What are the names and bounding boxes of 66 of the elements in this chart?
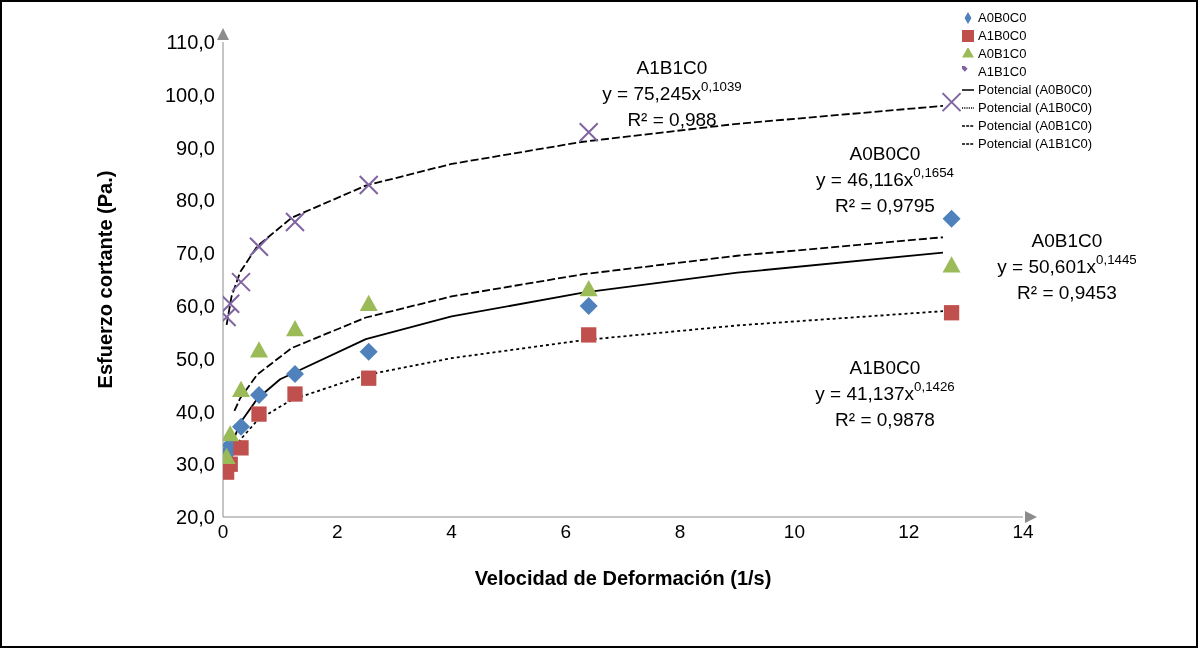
- point: [581, 327, 597, 343]
- point: [249, 236, 269, 257]
- point: [942, 256, 961, 273]
- y-tick-label: 20,0: [176, 506, 215, 529]
- legend-label: A1B0C0: [978, 28, 1027, 43]
- legend-label: A1B1C0: [978, 64, 1027, 79]
- x-tick-label: 0: [217, 521, 229, 543]
- point: [232, 417, 250, 436]
- point: [286, 320, 304, 337]
- point: [359, 342, 378, 361]
- x-tick-label: 10: [783, 521, 805, 543]
- point: [233, 440, 249, 456]
- point: [285, 211, 305, 232]
- legend-label: A0B1C0: [978, 46, 1027, 61]
- x-tick-label: 14: [1012, 521, 1034, 543]
- annotation: A1B1C0: [636, 57, 708, 79]
- point: [941, 92, 962, 113]
- point: [942, 209, 961, 228]
- annotation: R² = 0,9795: [835, 195, 935, 217]
- annotation: R² = 0,9878: [835, 409, 935, 431]
- x-axis-title: Velocidad de Deformación (1/s): [474, 567, 772, 589]
- point: [287, 386, 303, 402]
- text: A0B1C0: [1031, 230, 1103, 252]
- point: [223, 425, 240, 442]
- point: [223, 293, 241, 314]
- x-tick-label: 6: [560, 521, 572, 543]
- point: [358, 175, 379, 196]
- point: [579, 296, 598, 315]
- legend-label: Potencial (A1B0C0): [978, 100, 1093, 115]
- annotation: A1B0C0: [849, 357, 921, 379]
- annotation: y = 41,137x$^{0,1426}$: [815, 379, 955, 405]
- point: [251, 406, 267, 422]
- y-tick-label: 70,0: [176, 242, 215, 265]
- y-tick-label: 100,0: [164, 83, 215, 106]
- y-tick-label: 90,0: [176, 136, 215, 159]
- y-tick-label: 110,0: [166, 31, 215, 54]
- point: [361, 370, 377, 386]
- annotation: R² = 0,988: [627, 109, 717, 131]
- annotation: y = 75,245x$^{0,1039}$: [602, 79, 742, 105]
- x-tick-label: 8: [674, 521, 686, 543]
- annotation: A0B0C0: [849, 143, 921, 165]
- x-tick-label: 2: [332, 521, 343, 543]
- y-tick-label: 30,0: [176, 453, 215, 476]
- point: [579, 280, 598, 297]
- x-tick-label: 4: [446, 521, 458, 543]
- y-tick-label: 50,0: [176, 347, 215, 370]
- y-tick-label: 40,0: [176, 400, 215, 423]
- point: [943, 305, 960, 321]
- y-tick-label: 80,0: [176, 189, 215, 212]
- annotation: R² = 0,9453: [1017, 282, 1117, 304]
- point: [578, 122, 599, 143]
- x-tick-label: 12: [898, 521, 920, 543]
- y-tick-label: 60,0: [176, 294, 215, 317]
- point: [250, 341, 268, 358]
- legend-label: Potencial (A1B1C0): [978, 136, 1093, 151]
- legend-label: Potencial (A0B1C0): [978, 118, 1093, 133]
- point: [286, 364, 304, 383]
- point: [250, 386, 268, 405]
- legend-label: A0B0C0: [978, 10, 1027, 25]
- annotation: y = 50,601x$^{0,1445}$: [997, 252, 1137, 278]
- annotation: y = 46,116x$^{0,1654}$: [815, 165, 955, 191]
- point: [232, 380, 250, 398]
- point: [359, 294, 378, 311]
- y-axis-title: Esfuerzo cortante (Pa.): [94, 170, 117, 389]
- legend-label: Potencial (A0B0C0): [978, 82, 1093, 97]
- point: [231, 272, 251, 293]
